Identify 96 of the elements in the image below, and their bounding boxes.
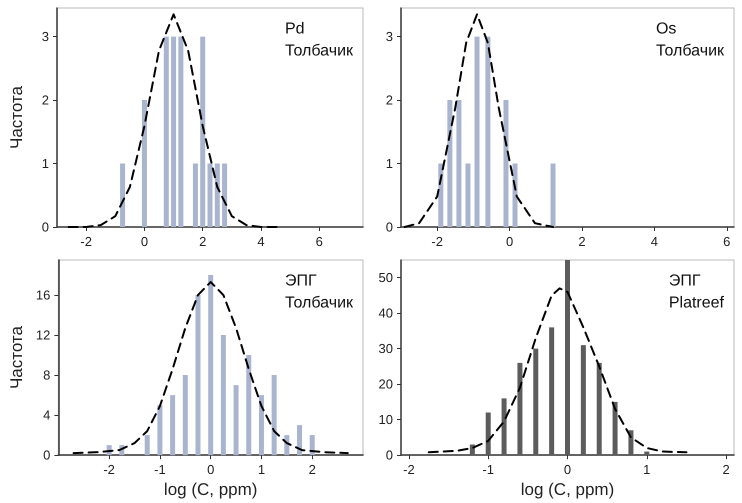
bar	[182, 374, 188, 455]
bar	[214, 164, 220, 227]
bar	[550, 164, 556, 227]
y-tick-label: 4	[43, 407, 50, 422]
x-tick-label: -2	[103, 462, 115, 477]
annotation: Os	[656, 20, 676, 38]
bar	[120, 164, 126, 227]
bar	[144, 434, 150, 455]
bar	[195, 294, 200, 455]
y-tick-label: 0	[42, 220, 49, 234]
y-tick-label: 20	[378, 376, 393, 392]
bar	[533, 348, 538, 455]
y-axis-title: Частота	[7, 85, 26, 150]
bar	[208, 164, 212, 227]
line-series	[68, 13, 280, 228]
x-axis-title: log (C, ppm)	[164, 480, 258, 498]
bar	[485, 36, 490, 227]
bar	[517, 362, 522, 455]
bar	[200, 36, 206, 227]
y-tick-label: 16	[36, 287, 50, 302]
x-tick-label: -2	[403, 462, 415, 477]
x-tick-label: 2	[722, 462, 730, 477]
annotation: Pd	[284, 20, 305, 38]
bar	[580, 344, 586, 455]
x-tick-label: -2	[80, 234, 92, 249]
annotation: Толбачик	[284, 294, 354, 311]
bar	[596, 362, 602, 455]
annotation: ЭПГ	[668, 272, 701, 289]
bar	[220, 334, 226, 455]
bar	[456, 100, 462, 227]
y-tick-label: 1	[42, 156, 49, 172]
x-tick-label: -1	[154, 462, 166, 477]
bar	[465, 164, 470, 227]
bar	[310, 434, 315, 455]
y-tick-label: 1	[386, 156, 393, 172]
y-axis-title: Частота	[7, 325, 26, 389]
bar	[644, 451, 650, 455]
bar	[258, 394, 264, 455]
bar	[142, 100, 147, 227]
bar	[246, 354, 252, 455]
bar	[272, 374, 277, 455]
annotation: Толбачик	[656, 42, 725, 60]
x-tick-label: 2	[199, 234, 206, 249]
bar	[297, 424, 302, 455]
x-tick-label: 0	[140, 234, 148, 249]
bar	[549, 326, 554, 455]
y-tick-label: 3	[42, 29, 49, 44]
annotation: Толбачик	[284, 42, 354, 60]
bar	[503, 100, 508, 227]
y-tick-label: 0	[386, 220, 393, 234]
y-tick-label: 2	[386, 92, 393, 108]
bar	[208, 274, 214, 455]
bar	[192, 164, 198, 227]
y-tick-label: 0	[43, 447, 50, 462]
bar	[157, 404, 162, 455]
y-tick-label: 50	[378, 270, 393, 285]
annotation: ЭПГ	[284, 272, 317, 289]
x-tick-label: 2	[578, 234, 586, 249]
x-tick-label: 0	[207, 462, 214, 477]
y-tick-label: 30	[378, 340, 393, 356]
y-tick-label: 12	[36, 327, 50, 342]
y-tick-label: 2	[42, 92, 49, 108]
x-tick-label: -1	[482, 462, 494, 477]
bar	[234, 384, 239, 455]
x-tick-label: 0	[564, 462, 572, 477]
x-tick-label: 6	[316, 234, 323, 249]
y-tick-label: 3	[386, 29, 393, 44]
bar	[447, 100, 452, 227]
bar	[171, 36, 176, 227]
bar	[486, 412, 491, 455]
bar	[170, 394, 176, 455]
line-series	[404, 13, 554, 228]
bar	[628, 430, 634, 455]
bar	[474, 36, 480, 227]
x-tick-label: 4	[650, 234, 658, 249]
bar	[502, 398, 507, 455]
bar	[164, 36, 169, 227]
x-tick-label: 0	[506, 234, 514, 249]
bar	[612, 401, 618, 455]
y-tick-label: 40	[378, 305, 393, 320]
x-tick-label: -2	[431, 234, 443, 249]
y-tick-label: 8	[43, 367, 50, 382]
bar	[470, 444, 475, 455]
bar	[178, 36, 184, 227]
y-tick-label: 10	[378, 412, 393, 427]
x-tick-label: 4	[257, 234, 265, 249]
x-axis-title: log (C, ppm)	[520, 480, 614, 498]
bar	[565, 260, 570, 455]
annotation: Platreef	[668, 294, 725, 311]
y-tick-label: 0	[386, 447, 393, 462]
x-tick-label: 1	[643, 462, 650, 477]
x-tick-label: 6	[723, 234, 730, 249]
bar	[512, 164, 518, 227]
bar	[222, 164, 228, 227]
x-tick-label: 2	[308, 462, 316, 477]
x-tick-label: 1	[258, 462, 266, 477]
